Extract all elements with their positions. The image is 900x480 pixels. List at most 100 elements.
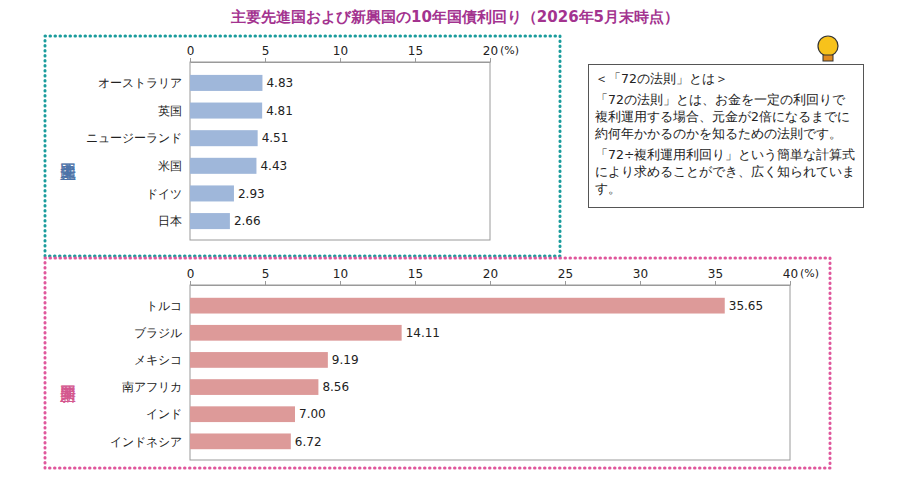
- data-label: 2.93: [238, 187, 265, 201]
- category-label: 米国: [158, 159, 182, 173]
- tick-mark: [490, 58, 491, 62]
- x-axis: 0 5 10 15 20 25 30 35 40: [187, 267, 798, 286]
- data-label: 35.65: [729, 299, 763, 313]
- tick-label: 10: [333, 267, 348, 281]
- tick: 25: [558, 267, 573, 285]
- axis-title: (%): [800, 267, 819, 280]
- tick-mark: [565, 281, 566, 285]
- tick-label: 40: [783, 267, 798, 281]
- category-label: メキシコ: [134, 353, 182, 367]
- bars: [190, 75, 262, 229]
- icon-bulb: [818, 36, 838, 56]
- category-label: ニュージーランド: [86, 131, 182, 145]
- bar: [190, 406, 295, 422]
- bar: [190, 213, 230, 229]
- data-label: 4.83: [266, 76, 293, 90]
- icon-base: [823, 55, 833, 61]
- note-box: ＜「72の法則」とは＞ 「72の法則」とは、お金を一定の利回りで複利運用する場合、…: [588, 64, 864, 208]
- tick-mark: [790, 281, 791, 285]
- tick-label: 30: [633, 267, 648, 281]
- tick: 10: [333, 267, 348, 285]
- bar: [190, 158, 256, 174]
- tick: 35: [708, 267, 723, 285]
- tick: 15: [408, 267, 423, 285]
- tick-mark: [190, 58, 191, 62]
- bar: [190, 352, 328, 368]
- tick: 5: [262, 44, 270, 62]
- tick-label: 10: [333, 44, 348, 58]
- data-label: 14.11: [406, 326, 440, 340]
- tick: 30: [633, 267, 648, 285]
- panel-border: [45, 36, 560, 256]
- tick-mark: [715, 281, 716, 285]
- tick-label: 25: [558, 267, 573, 281]
- note-paragraph: 「72÷複利運用利回り」という簡単な計算式により求めることができ、広く知られてい…: [595, 146, 857, 197]
- tick-label: 20: [483, 44, 498, 58]
- plot-frame: [190, 62, 490, 240]
- plot-frame: [190, 285, 790, 460]
- category-label: インドネシア: [110, 435, 182, 449]
- bar: [190, 379, 318, 395]
- category-label: ドイツ: [146, 187, 182, 201]
- tick-mark: [265, 281, 266, 285]
- tick: 0: [187, 267, 195, 285]
- panel-title: 主要先進国: [60, 163, 76, 180]
- category-label: オーストラリア: [98, 76, 182, 90]
- tick-mark: [190, 281, 191, 285]
- data-label: 4.51: [262, 131, 289, 145]
- axis-line: [191, 285, 791, 286]
- tick-label: 15: [408, 267, 423, 281]
- bar: [190, 75, 262, 91]
- tick-label: 0: [187, 44, 195, 58]
- bar: [190, 298, 725, 314]
- tick-mark: [415, 58, 416, 62]
- note-heading: ＜「72の法則」とは＞: [595, 70, 857, 87]
- category-label: ブラジル: [134, 326, 182, 340]
- tick-label: 20: [483, 267, 498, 281]
- tick-mark: [265, 58, 266, 62]
- tick-mark: [340, 58, 341, 62]
- data-label: 2.66: [234, 214, 261, 228]
- tick: 20: [483, 267, 498, 285]
- data-label: 7.00: [299, 407, 326, 421]
- tick-mark: [490, 281, 491, 285]
- data-label: 4.81: [266, 104, 293, 118]
- axis-line: [191, 62, 491, 63]
- bars: [190, 298, 725, 449]
- tick-mark: [415, 281, 416, 285]
- category-label: 英国: [158, 104, 182, 118]
- tick-label: 5: [262, 44, 270, 58]
- x-axis: 0 5 10 15 20: [187, 44, 498, 63]
- tick-label: 5: [262, 267, 270, 281]
- panel-title: 主要新興国: [60, 385, 76, 403]
- data-label: 6.72: [295, 435, 322, 449]
- tick-mark: [640, 281, 641, 285]
- title: 主要先進国および新興国の10年国債利回り（2026年5月末時点）: [230, 8, 679, 26]
- tick: 10: [333, 44, 348, 62]
- bar: [190, 130, 258, 146]
- category-label: インド: [146, 407, 182, 421]
- tick: 15: [408, 44, 423, 62]
- panel-border: [45, 258, 830, 468]
- note-paragraph: 「72の法則」とは、お金を一定の利回りで複利運用する場合、元金が2倍になるまでに…: [595, 91, 857, 142]
- bar: [190, 433, 291, 449]
- tick-label: 0: [187, 267, 195, 281]
- bar: [190, 325, 402, 341]
- tick: 20: [483, 44, 498, 62]
- category-label: 南アフリカ: [122, 380, 182, 394]
- data-label: 8.56: [322, 380, 349, 394]
- data-label: 9.19: [332, 353, 359, 367]
- icon: [818, 36, 838, 61]
- bar: [190, 185, 234, 201]
- bar: [190, 103, 262, 119]
- tick: 5: [262, 267, 270, 285]
- tick-label: 15: [408, 44, 423, 58]
- category-label: トルコ: [146, 299, 182, 313]
- axis-title: (%): [500, 44, 519, 57]
- category-label: 日本: [158, 214, 182, 228]
- tick: 40: [783, 267, 798, 285]
- data-label: 4.43: [260, 159, 287, 173]
- tick-label: 35: [708, 267, 723, 281]
- tick-mark: [340, 281, 341, 285]
- tick: 0: [187, 44, 195, 62]
